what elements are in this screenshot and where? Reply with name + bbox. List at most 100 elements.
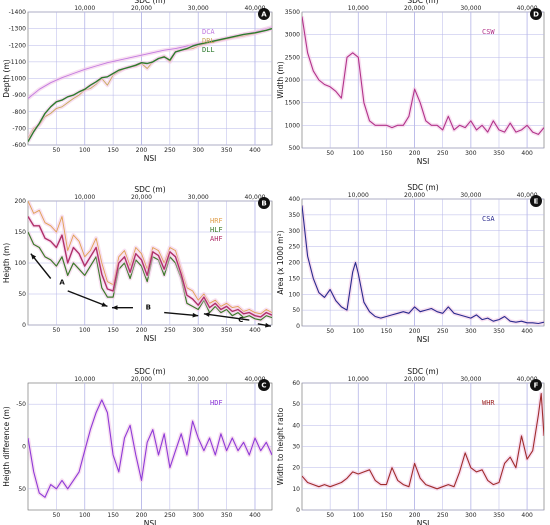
series-group <box>28 25 272 143</box>
series-group <box>28 397 272 500</box>
x-tick-label: 200 <box>136 512 148 519</box>
y-tick-label: -1400 <box>9 9 27 16</box>
x2-tick-label: 10,000 <box>74 5 95 12</box>
x2-tick-label: 20,000 <box>404 5 425 12</box>
series-line-dll <box>28 27 272 143</box>
y-tick-label: 20 <box>292 465 300 472</box>
panel-b: 0 50 100 150 200 50 100 150 200 250 300 350 400 10,00… <box>2 185 273 343</box>
panel-badge <box>530 379 542 391</box>
x-axis-label: NSI <box>417 519 430 525</box>
x-tick-label: 50 <box>53 327 61 334</box>
x-tick-label: 200 <box>136 327 148 334</box>
x-tick-label: 50 <box>326 150 334 157</box>
x2-axis-label: SDC (m) <box>407 367 438 376</box>
panel-badge <box>258 197 270 209</box>
y-tick-label: 50 <box>292 401 300 408</box>
y-tick-label: 300 <box>289 228 301 235</box>
x2-tick-label: 20,000 <box>131 376 152 383</box>
annotation-label: C <box>238 316 243 324</box>
y-tick-label: -1100 <box>9 59 27 66</box>
x-tick-label: 100 <box>79 512 91 519</box>
y-tick-label: -1000 <box>9 76 27 83</box>
y-tick-label: 200 <box>15 198 27 205</box>
y-tick-label: 500 <box>289 145 301 152</box>
y-tick-label: 10 <box>292 486 300 493</box>
x2-tick-label: 40,000 <box>517 376 538 383</box>
y-tick-label: 50 <box>292 307 300 314</box>
x-axis-label: NSI <box>417 157 430 166</box>
x-tick-label: 300 <box>193 512 205 519</box>
x-tick-label: 200 <box>409 150 421 157</box>
panel-c: -50 0 50 50 100 150 200 250 300 350 400 10,000 20,00… <box>2 367 273 525</box>
x-tick-label: 200 <box>409 328 421 335</box>
y-tick-label: 3500 <box>285 9 300 16</box>
x-tick-label: 300 <box>465 328 477 335</box>
annotation-label: A <box>59 279 65 287</box>
y-axis-label: Width to height ratio <box>276 407 285 485</box>
x2-tick-label: 10,000 <box>74 194 95 201</box>
x-tick-label: 250 <box>437 512 449 519</box>
x2-axis-label: SDC (m) <box>134 0 165 5</box>
x2-tick-label: 40,000 <box>517 5 538 12</box>
y-tick-label: 100 <box>15 260 27 267</box>
x2-tick-label: 20,000 <box>131 194 152 201</box>
panel-letter: B <box>261 200 266 208</box>
series-line-csw <box>302 16 544 135</box>
y-axis-label: Width (m) <box>276 61 285 98</box>
y-tick-label: 0 <box>296 323 300 330</box>
x-tick-label: 400 <box>249 327 261 334</box>
annotation-arrowhead <box>264 322 271 328</box>
x-tick-label: 400 <box>521 150 533 157</box>
x-tick-label: 300 <box>465 150 477 157</box>
panel-f: 0 10 20 30 40 50 60 50 100 150 200 250 300 350 400 10,0… <box>276 367 545 525</box>
legend-entry: HLF <box>210 226 223 234</box>
annotation-arrowhead <box>203 312 210 317</box>
x2-tick-label: 40,000 <box>244 194 265 201</box>
annotation-arrow <box>67 290 108 308</box>
annotation-label: B <box>146 304 151 312</box>
legend-entry: HRF <box>210 217 223 225</box>
x2-tick-label: 20,000 <box>404 192 425 199</box>
annotation-arrowhead <box>192 312 199 318</box>
series-line-csa <box>302 205 544 325</box>
x2-tick-label: 40,000 <box>244 376 265 383</box>
y-tick-label: 100 <box>289 291 301 298</box>
y-tick-label: 0 <box>22 444 26 451</box>
panel-e: 0 50 100 150 200 250 300 350 400 50 100 150 200 250 30… <box>276 183 545 344</box>
y-tick-label: 250 <box>289 244 301 251</box>
series-group <box>28 201 272 322</box>
x2-tick-label: 20,000 <box>404 376 425 383</box>
x-tick-label: 350 <box>493 150 505 157</box>
y-tick-label: 40 <box>292 422 300 429</box>
y-tick-label: 350 <box>289 212 301 219</box>
x2-tick-label: 30,000 <box>460 376 481 383</box>
panel-d: 500 1000 1500 2000 2500 3000 3500 50 100 150 200 25… <box>276 0 545 166</box>
y-tick-label: 0 <box>22 322 26 329</box>
annotation-arrowhead <box>101 302 108 307</box>
x-tick-label: 50 <box>53 147 61 154</box>
x-tick-label: 50 <box>53 512 61 519</box>
panel-badge <box>530 195 542 207</box>
x-tick-label: 100 <box>353 512 365 519</box>
y-tick-label: 200 <box>289 260 301 267</box>
x-tick-label: 250 <box>437 150 449 157</box>
y-tick-label: 150 <box>15 229 27 236</box>
x-tick-label: 400 <box>249 147 261 154</box>
x-tick-label: 150 <box>107 327 119 334</box>
series-group <box>302 205 544 326</box>
panel-badge <box>258 379 270 391</box>
x-tick-label: 250 <box>164 327 176 334</box>
x-tick-label: 150 <box>381 328 393 335</box>
x-tick-label: 400 <box>249 512 261 519</box>
x-tick-label: 250 <box>164 147 176 154</box>
y-tick-label: 1000 <box>285 122 300 129</box>
annotation-arrowhead <box>30 253 37 260</box>
x-tick-label: 100 <box>353 328 365 335</box>
x-tick-label: 100 <box>353 150 365 157</box>
x-tick-label: 300 <box>193 147 205 154</box>
series-group <box>302 391 544 491</box>
panel-badge <box>258 8 270 20</box>
x-tick-label: 200 <box>409 512 421 519</box>
x-tick-label: 250 <box>437 328 449 335</box>
